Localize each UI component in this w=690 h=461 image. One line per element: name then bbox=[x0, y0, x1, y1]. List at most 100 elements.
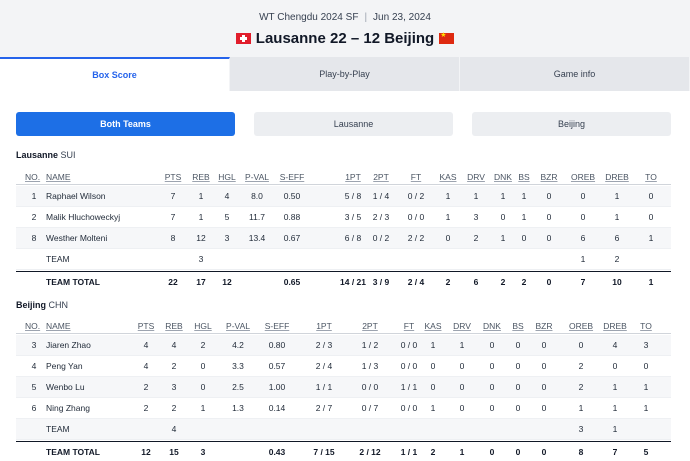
team-total-row: TEAM TOTAL 12 15 3 0.43 7 / 15 2 / 12 1 / 1 2 1 0 0… bbox=[16, 441, 671, 461]
cell-drv: 6 bbox=[473, 277, 479, 287]
lausanne-button[interactable]: Lausanne bbox=[254, 112, 453, 136]
cell-bzr: 0 bbox=[546, 191, 552, 201]
cell-name: Wenbo Lu bbox=[46, 382, 85, 392]
col-header-seff: S-EFF bbox=[279, 171, 305, 182]
player-row[interactable]: 1 Raphael Wilson 7 1 4 8.0 0.50 5 / 8 1 / 4 0 / 2… bbox=[16, 186, 671, 207]
cell-dnk: 1 bbox=[500, 233, 506, 243]
col-header-to: TO bbox=[645, 171, 657, 182]
col-header-dreb: DREB bbox=[603, 320, 627, 331]
cell-oreb: 2 bbox=[578, 361, 584, 371]
cell-p1: 3 / 5 bbox=[344, 212, 362, 222]
tab-box-score[interactable]: Box Score bbox=[0, 57, 230, 91]
cell-p2: 1 / 4 bbox=[372, 191, 390, 201]
cell-dreb: 1 bbox=[612, 424, 618, 434]
cell-to: 5 bbox=[643, 447, 649, 457]
col-header-dnk: DNK bbox=[483, 320, 501, 331]
cell-kas: 0 bbox=[430, 361, 436, 371]
cell-name: TEAM TOTAL bbox=[46, 277, 100, 287]
cell-reb: 4 bbox=[171, 424, 177, 434]
col-header-no: NO. bbox=[25, 320, 41, 331]
cell-name: Ning Zhang bbox=[46, 403, 90, 413]
separator: | bbox=[364, 12, 368, 23]
col-header-pts: PTS bbox=[137, 320, 155, 331]
cell-kas: 2 bbox=[430, 447, 436, 457]
cell-bs: 0 bbox=[521, 233, 527, 243]
col-header-pts: PTS bbox=[164, 171, 182, 182]
cell-oreb: 1 bbox=[580, 254, 586, 264]
col-header-dreb: DREB bbox=[605, 171, 629, 182]
cell-p2: 0 / 7 bbox=[361, 403, 379, 413]
cell-pts: 8 bbox=[170, 233, 176, 243]
col-header-reb: REB bbox=[192, 171, 210, 182]
cell-oreb: 0 bbox=[578, 340, 584, 350]
col-header-oreb: OREB bbox=[570, 171, 596, 182]
col-header-hgl: HGL bbox=[218, 171, 236, 182]
swiss-flag-icon bbox=[235, 33, 251, 44]
cell-seff: 0.88 bbox=[283, 212, 301, 222]
col-header-hgl: HGL bbox=[194, 320, 212, 331]
cell-no: 8 bbox=[31, 233, 37, 243]
cell-hgl: 5 bbox=[224, 212, 230, 222]
cell-no: 2 bbox=[31, 212, 37, 222]
cell-to: 1 bbox=[643, 382, 649, 392]
cell-seff: 0.14 bbox=[268, 403, 286, 413]
cell-drv: 0 bbox=[459, 403, 465, 413]
cell-bs: 1 bbox=[521, 212, 527, 222]
cell-ft: 0 / 0 bbox=[407, 212, 425, 222]
cell-reb: 1 bbox=[198, 191, 204, 201]
cell-seff: 0.65 bbox=[283, 277, 301, 287]
score-line: Lausanne 22 – 12 Beijing bbox=[0, 30, 690, 47]
cell-seff: 0.43 bbox=[268, 447, 286, 457]
cell-bzr: 0 bbox=[541, 340, 547, 350]
col-header-p1: 1PT bbox=[345, 171, 361, 182]
china-flag-icon bbox=[439, 31, 455, 44]
col-header-p2: 2PT bbox=[362, 320, 378, 331]
tab-play-by-play[interactable]: Play-by-Play bbox=[230, 57, 460, 91]
cell-pval bbox=[224, 442, 252, 461]
cell-pts: 12 bbox=[141, 447, 151, 457]
tab-game-info[interactable]: Game info bbox=[460, 57, 690, 91]
team-country-code: SUI bbox=[60, 150, 76, 160]
col-header-p2: 2PT bbox=[373, 171, 389, 182]
cell-name: TEAM TOTAL bbox=[46, 447, 100, 457]
cell-hgl: 4 bbox=[224, 191, 230, 201]
cell-kas: 1 bbox=[445, 191, 451, 201]
team-name: Lausanne bbox=[16, 150, 59, 160]
cell-bzr: 0 bbox=[541, 361, 547, 371]
player-row[interactable]: 3 Jiaren Zhao 4 4 2 4.2 0.80 2 / 3 1 / 2 0 / 0 1 1 0… bbox=[16, 335, 671, 356]
cell-hgl: 0 bbox=[200, 361, 206, 371]
cell-ft: 1 / 1 bbox=[400, 447, 418, 457]
cell-bzr: 0 bbox=[546, 233, 552, 243]
player-row[interactable]: 4 Peng Yan 4 2 0 3.3 0.57 2 / 4 1 / 3 0 / 0 0 0 0 0 0 2… bbox=[16, 356, 671, 377]
player-row[interactable]: 5 Wenbo Lu 2 3 0 2.5 1.00 1 / 1 0 / 0 1 / 1 0 0 0 0 0 2… bbox=[16, 377, 671, 398]
cell-name: TEAM bbox=[46, 254, 70, 264]
game-date: Jun 23, 2024 bbox=[373, 12, 431, 23]
col-header-to: TO bbox=[640, 320, 652, 331]
both-teams-button[interactable]: Both Teams bbox=[16, 112, 235, 136]
player-row[interactable]: 6 Ning Zhang 2 2 1 1.3 0.14 2 / 7 0 / 7 0 / 0 1 0 0 0… bbox=[16, 398, 671, 419]
cell-bs: 1 bbox=[521, 191, 527, 201]
cell-bs: 0 bbox=[515, 361, 521, 371]
cell-kas: 1 bbox=[445, 212, 451, 222]
col-header-oreb: OREB bbox=[568, 320, 594, 331]
cell-p1: 6 / 8 bbox=[344, 233, 362, 243]
player-row[interactable]: 2 Malik Hluchoweckyj 7 1 5 11.7 0.88 3 / 5 2 / 3… bbox=[16, 207, 671, 228]
cell-reb: 1 bbox=[198, 212, 204, 222]
team-row: TEAM 4 3 1 bbox=[16, 419, 671, 440]
cell-pts: 2 bbox=[143, 403, 149, 413]
cell-dreb: 1 bbox=[614, 212, 620, 222]
col-header-bzr: BZR bbox=[535, 320, 553, 331]
beijing-button[interactable]: Beijing bbox=[472, 112, 671, 136]
cell-pval bbox=[243, 272, 271, 292]
cell-p2: 1 / 2 bbox=[361, 340, 379, 350]
cell-kas: 2 bbox=[445, 277, 451, 287]
cell-hgl: 2 bbox=[200, 340, 206, 350]
cell-to: 1 bbox=[643, 403, 649, 413]
cell-p2: 0 / 0 bbox=[361, 382, 379, 392]
col-header-no: NO. bbox=[25, 171, 41, 182]
cell-name: Peng Yan bbox=[46, 361, 83, 371]
cell-p1: 14 / 21 bbox=[340, 277, 366, 287]
cell-drv: 0 bbox=[459, 382, 465, 392]
